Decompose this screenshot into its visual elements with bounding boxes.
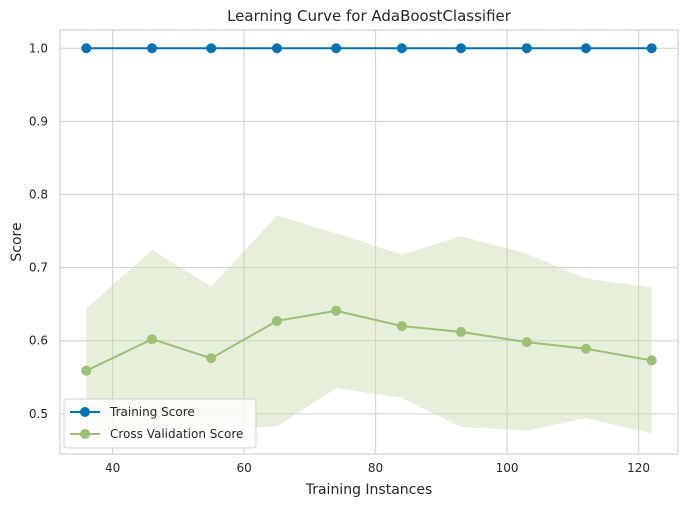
plot-area (59, 29, 679, 455)
data-point (580, 343, 591, 354)
y-tick-label: 0.9 (29, 114, 48, 128)
data-point (646, 355, 657, 366)
data-point (521, 337, 532, 348)
data-point (331, 43, 342, 54)
data-point (81, 43, 92, 54)
data-point (456, 326, 467, 337)
score-lines (81, 43, 657, 376)
x-tick-labels: 40 60 80 100 120 (105, 461, 650, 475)
x-tick-label: 120 (627, 461, 650, 475)
data-point (396, 321, 407, 332)
data-point (456, 43, 467, 54)
y-tick-labels: 0.5 0.6 0.7 0.8 0.9 1.0 (29, 41, 48, 421)
y-axis-label: Score (9, 222, 25, 261)
x-axis-label: Training Instances (305, 482, 433, 498)
legend-label: Training Score (109, 405, 195, 419)
data-point (81, 365, 92, 376)
y-tick-label: 0.5 (29, 407, 48, 421)
x-tick-label: 80 (368, 461, 383, 475)
data-point (396, 43, 407, 54)
legend-label: Cross Validation Score (110, 427, 243, 441)
legend: Training Score Cross Validation Score (63, 398, 257, 449)
data-point (331, 305, 342, 316)
chart-title: Learning Curve for AdaBoostClassifier (227, 7, 512, 25)
data-point (271, 315, 282, 326)
y-tick-label: 0.7 (29, 261, 48, 275)
data-point (580, 43, 591, 54)
legend-marker (80, 429, 90, 439)
y-tick-label: 0.6 (29, 334, 48, 348)
grid-lines (60, 30, 678, 454)
x-tick-label: 60 (236, 461, 251, 475)
data-point (147, 43, 158, 54)
y-tick-label: 1.0 (29, 41, 48, 55)
data-point (271, 43, 282, 54)
data-point (521, 43, 532, 54)
data-point (147, 334, 158, 345)
data-point (206, 43, 217, 54)
x-tick-label: 100 (496, 461, 519, 475)
x-tick-label: 40 (105, 461, 120, 475)
data-point (646, 43, 657, 54)
score-bands (86, 215, 652, 434)
legend-marker (80, 407, 90, 417)
data-point (206, 353, 217, 364)
legend-box (63, 398, 257, 449)
series-line-1 (85, 309, 652, 372)
score-band-1 (86, 215, 652, 434)
y-tick-label: 0.8 (29, 187, 48, 201)
